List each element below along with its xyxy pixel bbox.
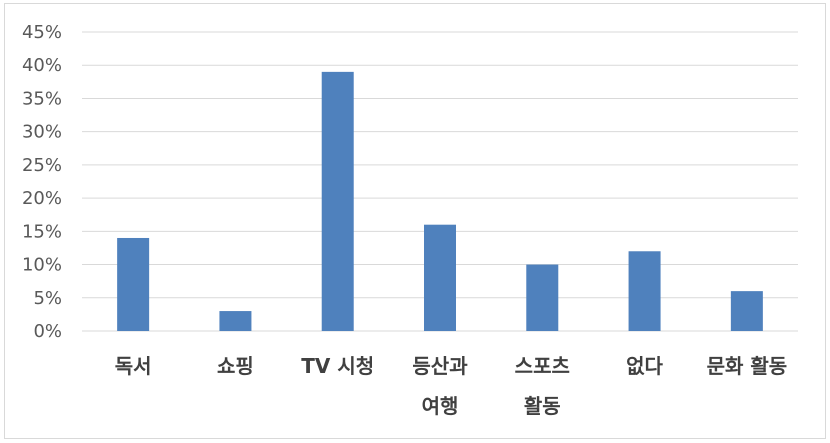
y-tick-label: 40%: [22, 55, 62, 76]
y-tick-label: 45%: [22, 22, 62, 43]
x-category-label: 스포츠: [515, 354, 570, 378]
chart-frame: [4, 3, 826, 439]
x-category-label: 여행: [422, 394, 459, 418]
bar: [526, 264, 559, 331]
y-tick-label: 30%: [22, 122, 62, 143]
y-tick-label: 0%: [33, 321, 62, 342]
bar: [424, 224, 456, 331]
x-category-label: 쇼핑: [217, 354, 254, 378]
bar: [321, 71, 354, 331]
y-tick-label: 5%: [33, 288, 62, 309]
x-category-label: 문화 활동: [707, 354, 788, 378]
bar: [117, 237, 150, 331]
x-category-label: 없다: [626, 354, 663, 378]
y-tick-label: 20%: [22, 188, 62, 209]
bar: [219, 311, 252, 331]
x-category-label: 독서: [115, 354, 152, 378]
bar: [628, 251, 661, 331]
x-category-label: 등산과: [412, 354, 468, 378]
y-tick-label: 15%: [22, 221, 62, 242]
y-tick-label: 25%: [22, 155, 62, 176]
y-tick-label: 35%: [22, 88, 62, 109]
y-tick-label: 10%: [22, 255, 62, 276]
bar: [730, 291, 763, 331]
x-category-label: TV 시청: [301, 354, 374, 378]
x-category-label: 활동: [524, 394, 561, 418]
